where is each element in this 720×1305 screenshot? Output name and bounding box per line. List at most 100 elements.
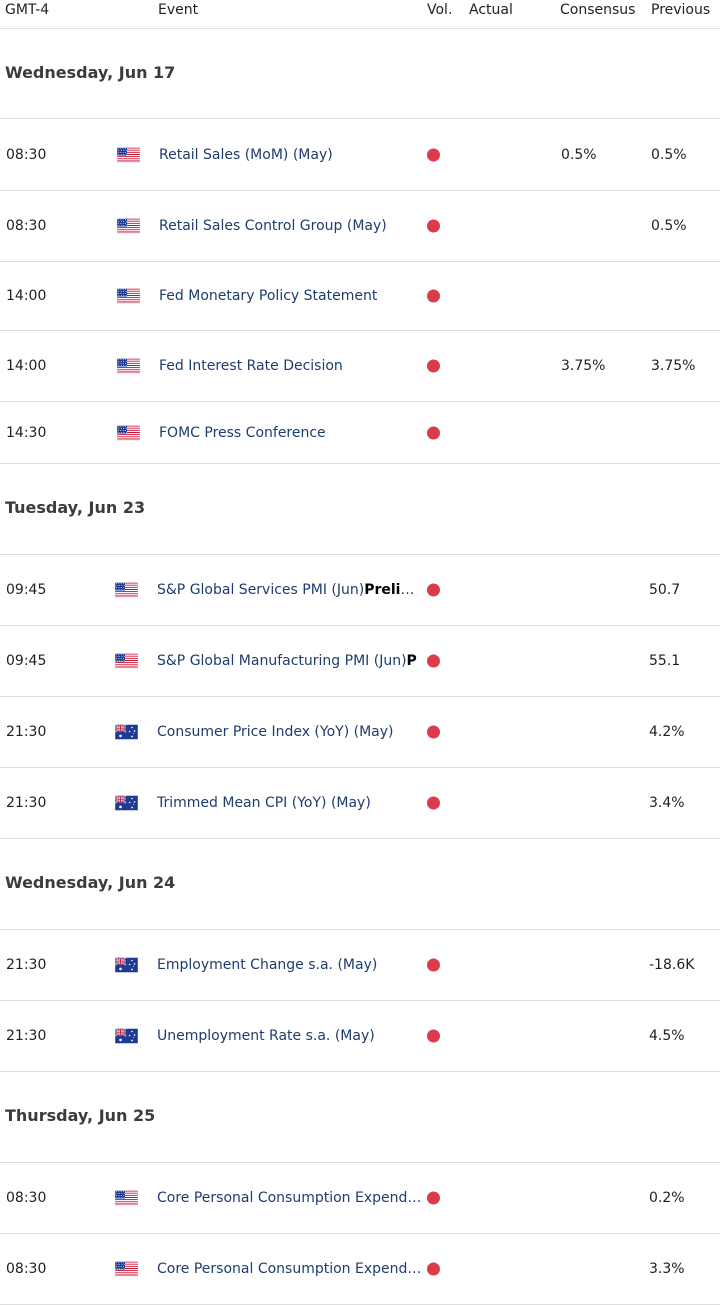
us-flag-icon	[115, 1261, 138, 1277]
event-row[interactable]: 08:30 Core Personal Consumption Expendit……	[0, 1234, 720, 1305]
previous-value: 4.2%	[649, 724, 685, 740]
timezone-header[interactable]: GMT-4	[5, 2, 50, 18]
event-name: Core Personal Consumption Expendit…	[157, 1190, 425, 1206]
au-flag-icon	[115, 1028, 138, 1044]
au-flag-icon	[115, 795, 138, 811]
us-flag-icon	[117, 425, 140, 440]
event-name: Fed Interest Rate Decision	[159, 358, 343, 374]
event-name-link[interactable]: Trimmed Mean CPI (YoY) (May)	[157, 795, 371, 811]
event-name: Retail Sales (MoM) (May)	[159, 146, 333, 163]
consensus-value: 0.5%	[561, 146, 597, 163]
previous-value: 3.75%	[651, 358, 696, 374]
event-row[interactable]: 21:30 Consumer Price Index (YoY) (May) 4.2…	[0, 697, 720, 768]
high-impact-dot	[427, 148, 440, 161]
us-flag-icon	[115, 653, 138, 669]
consensus-value: 3.75%	[561, 358, 606, 374]
high-impact-dot	[427, 1262, 440, 1276]
event-name: S&P Global Services PMI (Jun)	[157, 582, 365, 598]
high-impact-dot	[427, 219, 440, 233]
high-impact-dot	[427, 958, 440, 972]
us-flag-icon	[117, 218, 140, 234]
event-name-link[interactable]: Fed Monetary Policy Statement	[159, 288, 377, 304]
event-row[interactable]: 08:30 Core Personal Consumption Expendit……	[0, 1163, 720, 1234]
event-name-link[interactable]: Retail Sales Control Group (May)	[159, 218, 387, 234]
us-flag-icon	[117, 288, 140, 304]
event-row[interactable]: 09:45 S&P Global Services PMI (Jun)Prelim…	[0, 555, 720, 626]
us-flag-icon	[117, 358, 140, 374]
event-row[interactable]: 09:45 S&P Global Manufacturing PMI (Jun)P…	[0, 626, 720, 697]
event-row[interactable]: 14:00 Fed Interest Rate Decision 3.75% 3.75…	[0, 331, 720, 402]
event-name-link[interactable]: Core Personal Consumption Expendit…	[157, 1190, 425, 1206]
day-group-header: Thursday, Jun 25	[0, 1072, 720, 1163]
table-header: GMT-4 Event Vol. Actual Consensus Previo…	[0, 0, 720, 29]
event-time: 21:30	[6, 957, 47, 973]
day-label: Wednesday, Jun 24	[5, 873, 176, 892]
event-time: 14:00	[6, 288, 47, 304]
actual-header: Actual	[469, 2, 513, 18]
event-name-link[interactable]: S&P Global Manufacturing PMI (Jun)P	[157, 653, 417, 669]
event-time: 08:30	[6, 146, 47, 163]
event-name: Retail Sales Control Group (May)	[159, 218, 387, 234]
event-time: 21:30	[6, 795, 47, 811]
event-row[interactable]: 14:30 FOMC Press Conference	[0, 402, 720, 464]
event-row[interactable]: 08:30 Retail Sales (MoM) (May) 0.5% 0.5%	[0, 119, 720, 191]
event-name: Fed Monetary Policy Statement	[159, 288, 378, 304]
event-row[interactable]: 21:30 Unemployment Rate s.a. (May) 4.5%	[0, 1001, 720, 1072]
event-row[interactable]: 14:00 Fed Monetary Policy Statement	[0, 262, 720, 331]
previous-header: Previous	[651, 2, 711, 18]
previous-value: 3.3%	[649, 1261, 685, 1277]
event-name-link[interactable]: Retail Sales (MoM) (May)	[159, 147, 333, 163]
high-impact-dot	[427, 1191, 440, 1205]
event-name-link[interactable]: Unemployment Rate s.a. (May)	[157, 1028, 375, 1044]
high-impact-dot	[427, 654, 440, 668]
previous-value: 4.5%	[649, 1028, 685, 1044]
consensus-header: Consensus	[560, 2, 636, 18]
day-label: Wednesday, Jun 17	[5, 63, 176, 82]
event-time: 08:30	[6, 218, 47, 234]
high-impact-dot	[427, 289, 440, 303]
previous-value: 3.4%	[649, 795, 685, 811]
us-flag-icon	[115, 582, 138, 598]
high-impact-dot	[427, 796, 440, 810]
event-name-link[interactable]: S&P Global Services PMI (Jun)Prelimi…	[157, 582, 425, 598]
event-name-link[interactable]: Fed Interest Rate Decision	[159, 358, 343, 374]
event-row[interactable]: 08:30 Retail Sales Control Group (May) 0.5…	[0, 191, 720, 262]
previous-value: -18.6K	[649, 957, 695, 973]
previous-value: 0.2%	[649, 1190, 685, 1206]
event-name-link[interactable]: Core Personal Consumption Expendit…	[157, 1261, 425, 1277]
day-label: Thursday, Jun 25	[5, 1106, 156, 1125]
event-time: 09:45	[6, 582, 47, 598]
day-group-header: Wednesday, Jun 24	[0, 839, 720, 930]
day-group-header: Tuesday, Jun 23	[0, 464, 720, 555]
previous-value: 0.5%	[651, 218, 687, 234]
previous-value: 0.5%	[651, 146, 687, 163]
event-time: 21:30	[6, 724, 47, 740]
volatility-header: Vol.	[427, 2, 453, 18]
event-name-link[interactable]: Employment Change s.a. (May)	[157, 957, 377, 973]
high-impact-dot	[427, 725, 440, 739]
event-name: Consumer Price Index (YoY) (May)	[157, 724, 394, 740]
event-row[interactable]: 21:30 Employment Change s.a. (May) -18.6K	[0, 930, 720, 1001]
event-name: Employment Change s.a. (May)	[157, 957, 378, 973]
previous-value: 50.7	[649, 582, 681, 598]
event-row[interactable]: 21:30 Trimmed Mean CPI (YoY) (May) 3.4%	[0, 768, 720, 839]
au-flag-icon	[115, 957, 138, 973]
high-impact-dot	[427, 583, 440, 597]
event-name-bold-suffix: P	[406, 653, 417, 669]
day-label: Tuesday, Jun 23	[5, 498, 146, 517]
event-name-link[interactable]: FOMC Press Conference	[159, 425, 326, 441]
event-name: S&P Global Manufacturing PMI (Jun)	[157, 653, 407, 669]
event-name: Unemployment Rate s.a. (May)	[157, 1028, 375, 1044]
event-name: Trimmed Mean CPI (YoY) (May)	[157, 795, 371, 811]
previous-value: 55.1	[649, 653, 681, 669]
event-time: 14:30	[6, 424, 47, 441]
au-flag-icon	[115, 724, 138, 740]
event-name: Core Personal Consumption Expendit…	[157, 1261, 425, 1277]
event-time: 08:30	[6, 1190, 47, 1206]
event-name-link[interactable]: Consumer Price Index (YoY) (May)	[157, 724, 393, 740]
event-name-bold-suffix: Prelimi…	[364, 582, 425, 598]
event-header: Event	[158, 2, 199, 18]
event-time: 14:00	[6, 358, 47, 374]
event-name: FOMC Press Conference	[159, 424, 326, 441]
event-time: 08:30	[6, 1261, 47, 1277]
